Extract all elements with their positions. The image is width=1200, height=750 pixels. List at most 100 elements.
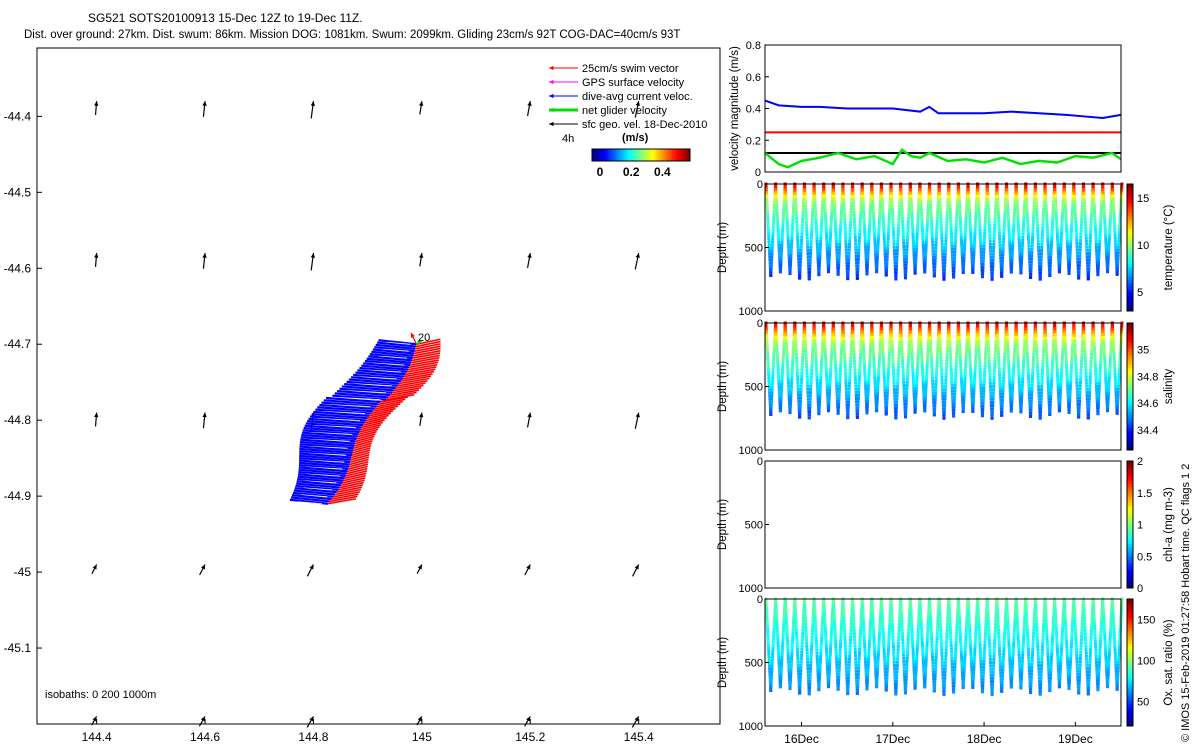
profile-point xyxy=(839,218,843,222)
profile-point xyxy=(826,394,830,398)
profile-point xyxy=(1046,240,1050,244)
profile-point xyxy=(876,382,880,386)
profile-point xyxy=(1035,214,1039,218)
profile-point xyxy=(958,214,962,218)
profile-point xyxy=(991,258,995,262)
profile-point xyxy=(1104,238,1108,242)
profile-point xyxy=(1101,191,1105,195)
profile-point xyxy=(765,336,769,340)
profile-point xyxy=(1008,380,1012,384)
profile-point xyxy=(1055,356,1059,360)
profile-point xyxy=(1058,400,1062,404)
profile-point xyxy=(976,185,980,189)
dive-avg-current-vector xyxy=(321,401,377,408)
profile-point xyxy=(857,381,861,385)
profile-point xyxy=(1096,409,1100,413)
profile-point xyxy=(1120,324,1124,328)
profile-point xyxy=(996,343,1000,347)
profile-point xyxy=(849,214,853,218)
profile-point xyxy=(837,393,841,397)
profile-point xyxy=(949,229,953,233)
profile-point xyxy=(839,215,843,219)
profile-point xyxy=(896,368,900,372)
profile-point xyxy=(1073,204,1077,208)
profile-point xyxy=(1001,379,1005,383)
profile-point xyxy=(898,337,902,341)
profile-point xyxy=(837,399,841,403)
profile-point xyxy=(1084,368,1088,372)
colorbar-cell xyxy=(1127,234,1133,239)
profile-point xyxy=(991,404,995,408)
profile-point xyxy=(880,191,884,195)
profile-point xyxy=(832,327,836,331)
profile-point xyxy=(916,348,920,352)
profile-point xyxy=(919,203,923,207)
colorbar-cell xyxy=(622,149,625,161)
colorbar-cell xyxy=(600,149,603,161)
profile-point xyxy=(767,388,771,392)
profile-point xyxy=(857,384,861,388)
profile-point xyxy=(835,384,839,388)
profile-point xyxy=(1014,324,1018,328)
profile-point xyxy=(901,226,905,230)
profile-point xyxy=(898,204,902,208)
profile-point xyxy=(1063,333,1067,337)
profile-point xyxy=(823,214,827,218)
profile-point xyxy=(878,350,882,354)
profile-point xyxy=(969,371,973,375)
profile-point xyxy=(1103,362,1107,366)
profile-point xyxy=(1034,337,1038,341)
profile-point xyxy=(1003,343,1007,347)
profile-point xyxy=(777,238,781,242)
profile-point xyxy=(920,217,924,221)
profile-point xyxy=(786,375,790,379)
profile-point xyxy=(1026,232,1030,236)
profile-point xyxy=(1035,350,1039,354)
colorbar-cell xyxy=(1127,241,1133,245)
profile-point xyxy=(1074,216,1078,220)
profile-point xyxy=(947,188,951,192)
profile-point xyxy=(1093,348,1097,352)
profile-point xyxy=(952,260,956,264)
profile-point xyxy=(1070,215,1074,219)
profile-point xyxy=(866,387,870,391)
profile-point xyxy=(1091,324,1095,328)
profile-point xyxy=(1037,397,1041,401)
dive-avg-highlight xyxy=(300,494,328,498)
profile-point xyxy=(1103,232,1107,236)
profile-point xyxy=(1050,370,1054,374)
profile-point xyxy=(958,342,962,346)
profile-point xyxy=(1060,368,1064,372)
profile-point xyxy=(814,215,818,219)
profile-point xyxy=(871,197,875,201)
profile-point xyxy=(1082,330,1086,334)
profile-point xyxy=(866,390,870,394)
colorbar-cell xyxy=(1127,266,1133,271)
profile-point xyxy=(912,386,916,390)
profile-point xyxy=(1089,226,1093,230)
profile-point xyxy=(776,374,780,378)
profile-point xyxy=(859,343,863,347)
profile-point xyxy=(815,372,819,376)
profile-point xyxy=(934,373,938,377)
profile-point xyxy=(1096,403,1100,407)
profile-point xyxy=(981,265,985,269)
profile-point xyxy=(1102,344,1106,348)
profile-point xyxy=(1107,238,1111,242)
profile-point xyxy=(1026,374,1030,378)
profile-point xyxy=(874,252,878,256)
profile-point xyxy=(920,223,924,227)
profile-point xyxy=(1030,393,1034,397)
profile-point xyxy=(1062,185,1066,189)
legend-label: sfc geo. vel. 18-Dec-2010 xyxy=(582,119,707,131)
profile-point xyxy=(816,248,820,252)
profile-point xyxy=(1046,231,1050,235)
colorbar-cell xyxy=(682,149,685,161)
profile-point xyxy=(941,394,945,398)
profile-point xyxy=(878,347,882,351)
profile-point xyxy=(989,249,993,253)
profile-point xyxy=(893,261,897,265)
profile-point xyxy=(1036,369,1040,373)
profile-point xyxy=(1078,393,1082,397)
profile-point xyxy=(769,261,773,265)
